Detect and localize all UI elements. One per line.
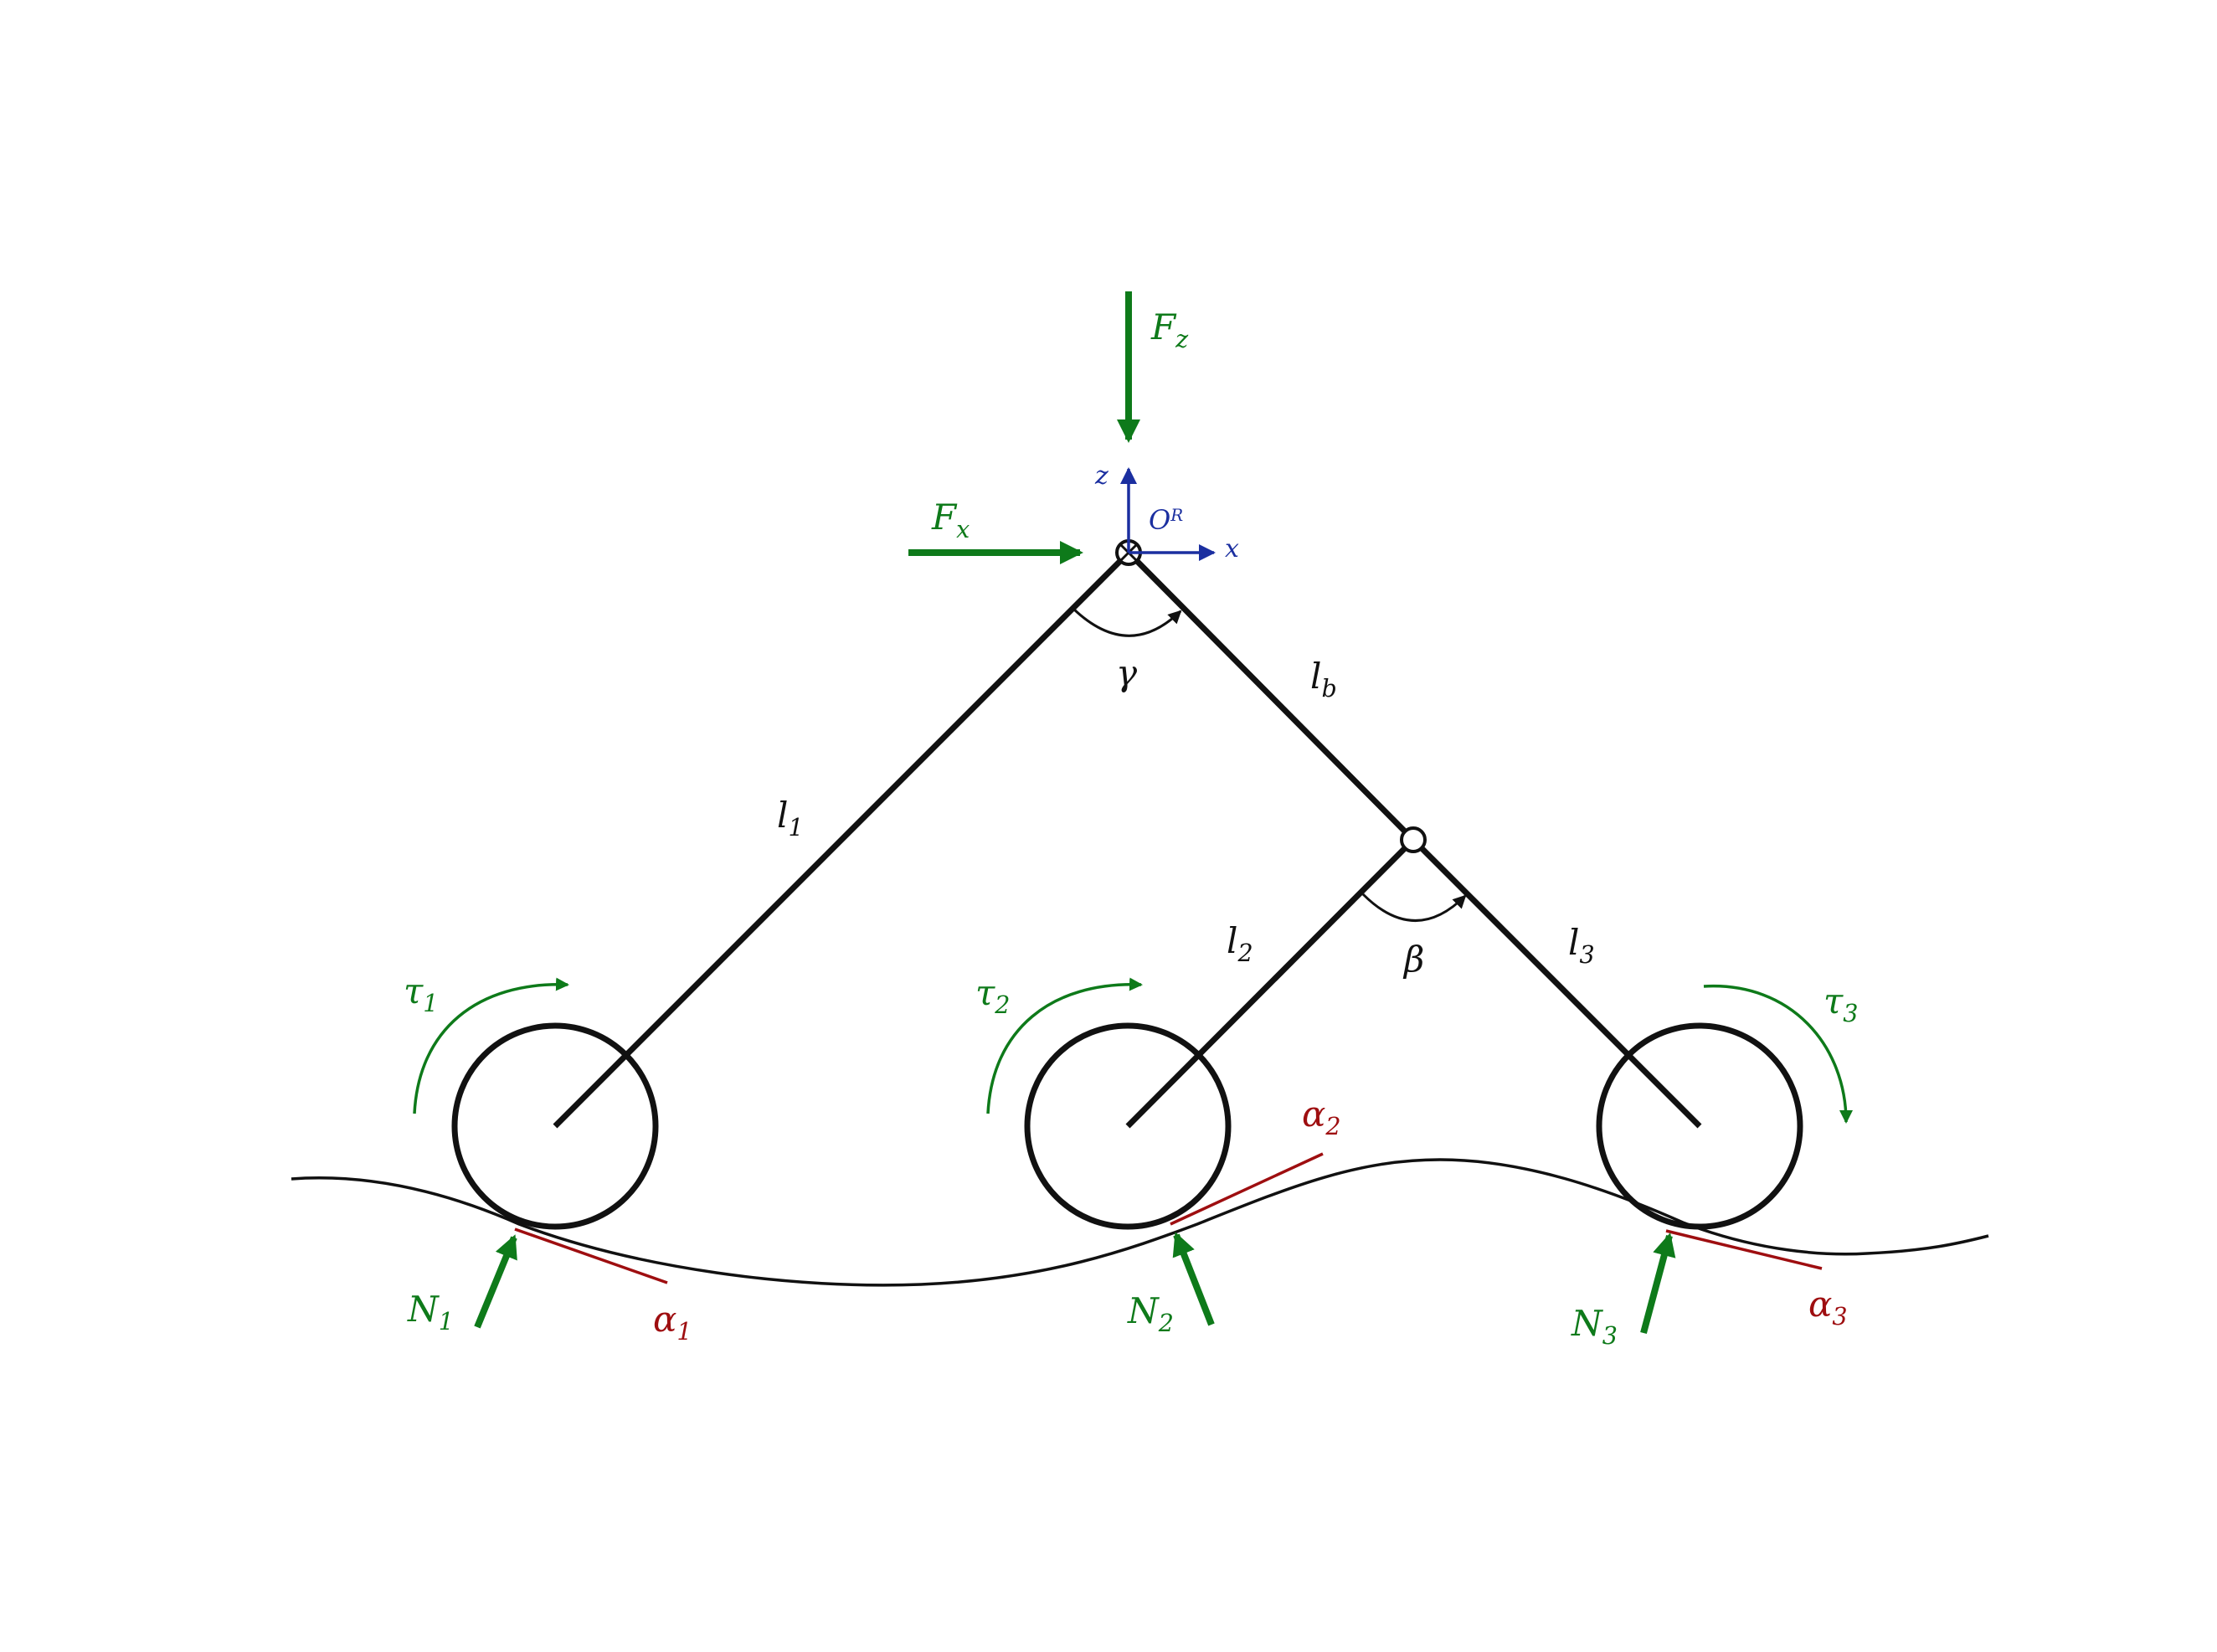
torque-2-arc <box>986 977 1143 1114</box>
link-l3 <box>1411 837 1702 1129</box>
wheel-3 <box>1596 1022 1803 1230</box>
label-l3: l3 <box>1568 922 1595 969</box>
label-fx: Fx <box>931 497 970 543</box>
label-n3: N3 <box>1571 1303 1618 1350</box>
label-l2: l2 <box>1227 920 1253 967</box>
bogie-joint <box>1400 826 1427 853</box>
label-tau3: τ3 <box>1823 980 1858 1027</box>
torque-3-arc <box>1703 985 1853 1124</box>
link-l1 <box>553 550 1131 1129</box>
label-frame-z: z <box>1094 461 1108 491</box>
tangent-1 <box>514 1227 668 1284</box>
label-alpha1: α1 <box>653 1299 692 1346</box>
link-l2 <box>1125 837 1416 1129</box>
wheel-2 <box>1024 1022 1232 1230</box>
label-alpha2: α2 <box>1302 1094 1341 1140</box>
label-frame-origin: OR <box>1149 504 1183 536</box>
label-tau2: τ2 <box>975 972 1010 1019</box>
label-lb: lb <box>1310 656 1337 702</box>
terrain-curve <box>291 1158 1989 1287</box>
label-l1: l1 <box>777 795 804 841</box>
tangent-3 <box>1665 1229 1823 1270</box>
tangent-2 <box>1170 1152 1324 1226</box>
label-n2: N2 <box>1127 1290 1174 1337</box>
normal-n3-arrow <box>1640 1233 1676 1335</box>
torque-1-arc <box>413 977 569 1114</box>
beta-arc <box>1361 893 1467 922</box>
gamma-arc <box>1072 607 1182 637</box>
label-tau1: τ1 <box>404 970 438 1017</box>
label-n1: N1 <box>407 1289 454 1335</box>
label-alpha3: α3 <box>1808 1284 1848 1330</box>
label-fz: Fz <box>1150 306 1189 353</box>
label-beta: β <box>1402 939 1424 980</box>
link-lb <box>1126 550 1416 842</box>
label-gamma: γ <box>1116 652 1138 693</box>
normal-n2-arrow <box>1172 1232 1215 1326</box>
normal-n1-arrow <box>474 1234 517 1329</box>
label-frame-x: x <box>1225 534 1239 564</box>
wheel-1 <box>451 1022 659 1230</box>
